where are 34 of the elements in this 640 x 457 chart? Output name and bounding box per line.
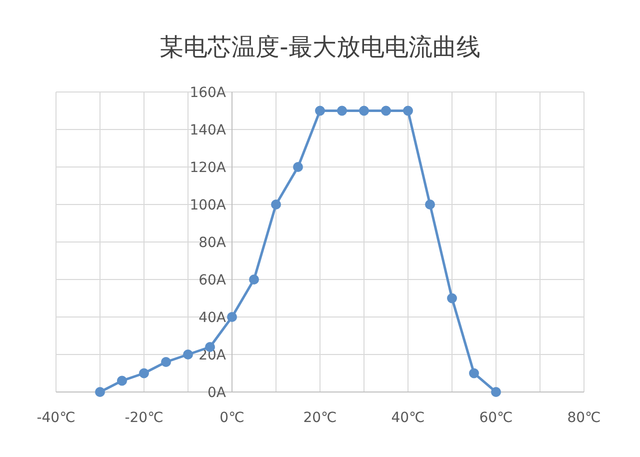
x-tick-label: -20℃	[124, 410, 164, 426]
y-tick-label: 80A	[198, 235, 226, 251]
y-tick-label: 120A	[190, 160, 226, 176]
point	[425, 200, 435, 210]
x-tick-label: 0℃	[220, 410, 244, 426]
point	[249, 274, 259, 284]
point	[381, 106, 391, 116]
point	[491, 387, 501, 397]
point	[161, 357, 171, 367]
point	[139, 368, 149, 378]
point	[469, 368, 479, 378]
x-tick-label: 40℃	[391, 410, 425, 426]
point	[447, 293, 457, 304]
point	[227, 312, 237, 322]
y-tick-label: 160A	[190, 85, 226, 101]
point	[293, 162, 303, 172]
x-tick-label: 20℃	[303, 410, 337, 426]
point	[403, 106, 413, 116]
x-tick-label: 60℃	[479, 410, 513, 426]
y-tick-label: 0A	[208, 385, 226, 401]
point	[359, 106, 369, 116]
point	[117, 376, 127, 386]
y-tick-label: 60A	[198, 272, 226, 288]
chart-title: 某电芯温度-最大放电电流曲线	[160, 33, 480, 61]
point	[271, 200, 281, 210]
point	[315, 106, 325, 116]
point	[95, 387, 105, 397]
x-tick-label: -40℃	[36, 410, 76, 426]
y-tick-label: 100A	[190, 198, 226, 214]
point	[337, 106, 347, 116]
x-tick-label: 80℃	[567, 410, 601, 426]
y-tick-label: 40A	[198, 310, 226, 326]
y-tick-label: 140A	[190, 122, 226, 138]
point	[183, 350, 193, 360]
